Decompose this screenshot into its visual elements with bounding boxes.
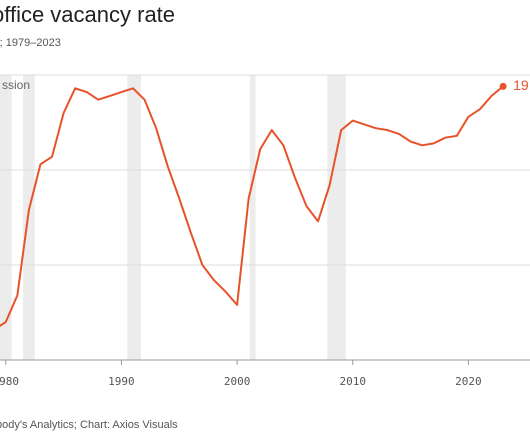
x-tick-label: 1980 <box>0 375 19 388</box>
series-line <box>0 85 504 327</box>
value-label: 19 <box>513 77 529 93</box>
recession-label: ssion <box>2 78 30 92</box>
x-tick-label: 2010 <box>339 375 366 388</box>
x-tick-label: 1990 <box>108 375 135 388</box>
x-tick-label: 2000 <box>224 375 251 388</box>
recession-band <box>127 75 142 360</box>
chart-title: office vacancy rate <box>0 2 175 27</box>
x-tick-label: 2020 <box>455 375 482 388</box>
recession-band <box>327 75 346 360</box>
recession-band <box>0 75 12 360</box>
chart-subtitle: r; 1979–2023 <box>0 37 61 49</box>
end-dot <box>499 82 507 90</box>
recession-band <box>23 75 35 360</box>
source: body's Analytics; Chart: Axios Visuals <box>0 419 178 431</box>
recession-band <box>249 75 256 360</box>
